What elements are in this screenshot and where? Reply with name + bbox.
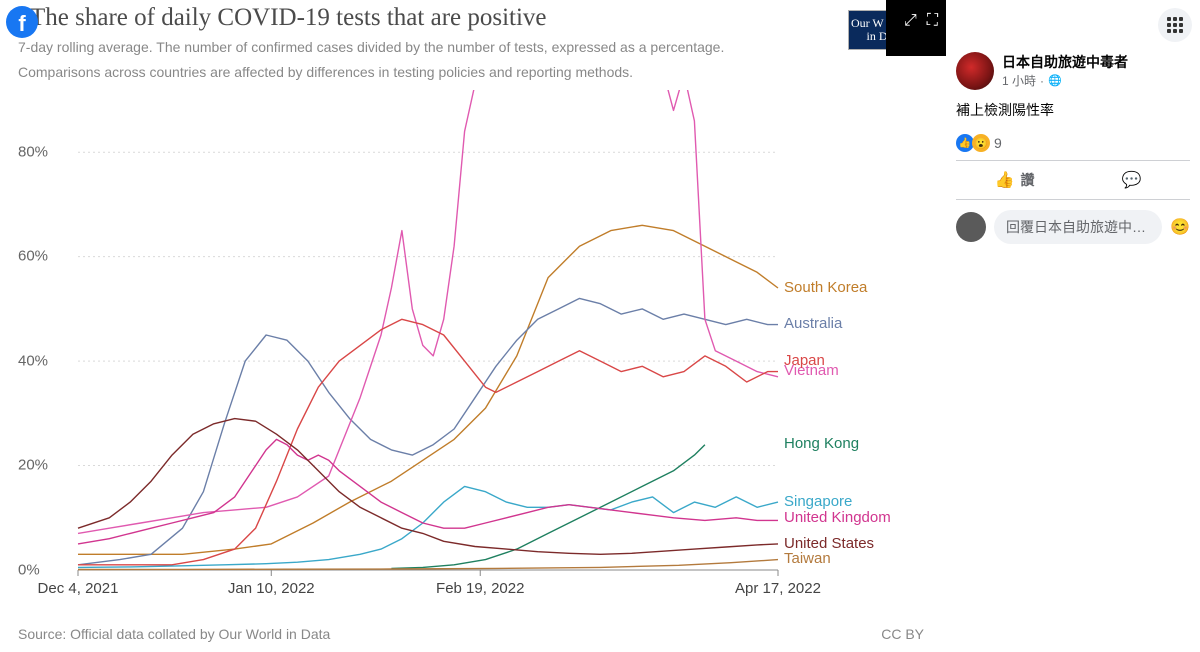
post-pane: 日本自助旅遊中毒者 1 小時 · 🌐 補上檢測陽性率 👍 😮 9 👍 讚 💬 回… — [946, 0, 1200, 652]
chart-title: The share of daily COVID-19 tests that a… — [30, 4, 928, 32]
comment-input[interactable]: 回覆日本自助旅遊中… — [994, 210, 1162, 244]
emoji-icon[interactable]: 😊 — [1170, 217, 1190, 237]
owid-text-1a: Our W — [851, 17, 884, 30]
post-header: 日本自助旅遊中毒者 1 小時 · 🌐 — [956, 52, 1190, 90]
plot-area: 0%20%40%60%80%Dec 4, 2021Jan 10, 2022Feb… — [18, 90, 918, 600]
like-button[interactable]: 👍 讚 — [956, 161, 1073, 199]
time-text: 1 小時 — [1002, 72, 1036, 89]
chart-footer: Source: Official data collated by Our Wo… — [18, 626, 924, 642]
author-avatar[interactable] — [956, 52, 994, 90]
post-author[interactable]: 日本自助旅遊中毒者 — [1002, 52, 1128, 72]
audience-globe-icon: 🌐 — [1048, 74, 1062, 87]
chart-svg — [18, 90, 918, 600]
apps-menu-icon[interactable] — [1158, 8, 1192, 42]
comment-composer: 回覆日本自助旅遊中… 😊 — [956, 210, 1190, 244]
reactions-row[interactable]: 👍 😮 9 — [956, 134, 1190, 152]
post-timestamp: 1 小時 · 🌐 — [1002, 72, 1128, 89]
like-label: 讚 — [1020, 170, 1034, 190]
chart-subtitle-2: Comparisons across countries are affecte… — [18, 63, 878, 82]
user-avatar[interactable] — [956, 212, 986, 242]
comment-placeholder: 回覆日本自助旅遊中… — [1006, 217, 1146, 237]
series-line — [78, 225, 778, 554]
series-line — [78, 559, 778, 569]
thumbs-up-icon: 👍 — [995, 170, 1015, 190]
post-body: 補上檢測陽性率 — [956, 100, 1190, 120]
reactions-count: 9 — [994, 135, 1002, 151]
series-line — [78, 418, 778, 554]
facebook-logo-icon[interactable]: f — [6, 6, 38, 38]
series-line — [78, 90, 778, 533]
viewer-controls: ⤢ ⛶ — [886, 0, 946, 56]
chart-source: Source: Official data collated by Our Wo… — [18, 626, 330, 642]
chart-subtitle-1: 7-day rolling average. The number of con… — [18, 38, 878, 57]
comment-icon: 💬 — [1122, 170, 1142, 190]
chart-license: CC BY — [881, 626, 924, 642]
chart-container: Our W rld in Data The share of daily COV… — [18, 4, 928, 638]
wow-reaction-icon: 😮 — [972, 134, 990, 152]
image-pane: f ⤢ ⛶ Our W rld in Data The share of dai… — [0, 0, 946, 652]
fullscreen-icon[interactable]: ⛶ — [927, 12, 938, 30]
comment-button[interactable]: 💬 — [1073, 161, 1190, 199]
action-bar: 👍 讚 💬 — [956, 160, 1190, 200]
zoom-icon[interactable]: ⤢ — [904, 12, 917, 30]
